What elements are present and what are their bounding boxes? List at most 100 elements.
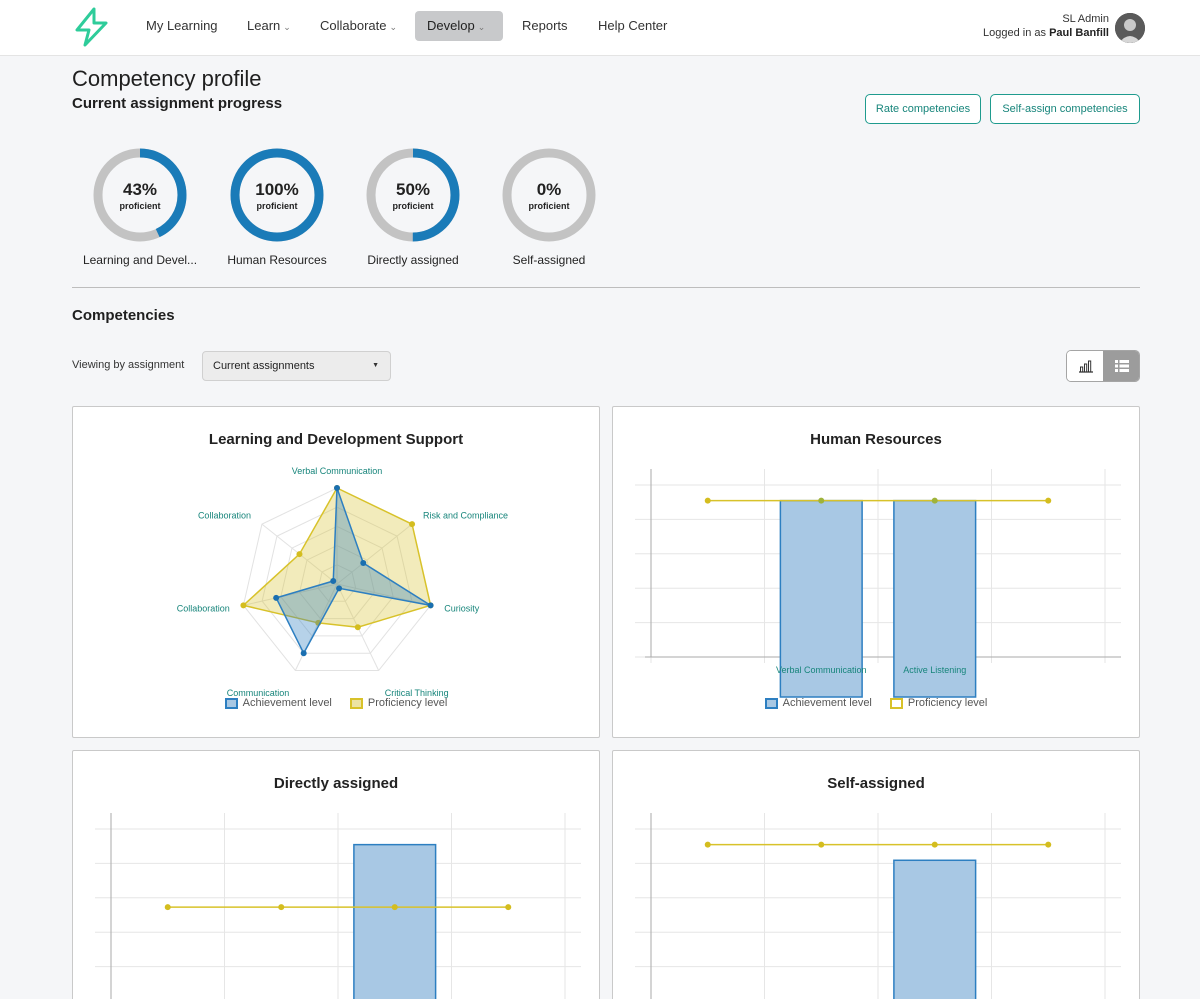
legend-achievement[interactable]: Achievement level xyxy=(224,697,332,709)
chevron-down-icon: ⌄ xyxy=(477,22,486,32)
radar-point-achievement xyxy=(336,585,343,592)
radar-point-achievement xyxy=(300,650,307,657)
nav-help-center-label: Help Center xyxy=(598,18,668,33)
radar-point-achievement xyxy=(360,560,367,567)
radar-point-achievement xyxy=(427,602,434,609)
proficiency-swatch xyxy=(349,697,363,709)
radar-axis-label: Collaboration xyxy=(198,510,251,520)
nav-learn[interactable]: Learn ⌄ xyxy=(235,11,303,41)
x-axis-tick-label: Verbal Communication xyxy=(776,665,867,675)
chart-title: Learning and Development Support xyxy=(208,431,464,448)
donut-label: Self-assigned xyxy=(512,253,586,267)
donut-ring xyxy=(93,148,187,242)
nav-reports[interactable]: Reports xyxy=(510,11,580,41)
donut-percent: 43% xyxy=(122,180,158,199)
chevron-down-icon: ⌄ xyxy=(389,22,398,32)
radar-grid-ring xyxy=(261,506,413,654)
radar-axis-label: Communication xyxy=(227,688,290,698)
radar-axis-label: Critical Thinking xyxy=(385,688,449,698)
rate-competencies-button[interactable]: Rate competencies xyxy=(865,94,981,124)
nav-learn-label: Learn xyxy=(247,18,281,33)
achievement-bar xyxy=(893,859,977,999)
chart-view-button[interactable] xyxy=(1067,351,1104,381)
legend-achievement[interactable]: Achievement level xyxy=(764,697,872,709)
proficiency-point xyxy=(1045,497,1052,504)
radar-grid-ring xyxy=(280,525,394,637)
x-axis-tick-label: Active Listening xyxy=(903,665,966,675)
chart-card-self-assigned: Self-assigned xyxy=(612,750,1140,999)
proficiency-point xyxy=(704,497,711,504)
bar-chart xyxy=(635,813,1121,999)
assignment-view-value: Current assignments xyxy=(213,360,315,372)
view-by-label: Viewing by assignment xyxy=(72,359,185,371)
page-subtitle: Current assignment progress xyxy=(72,95,283,112)
nav-help-center[interactable]: Help Center xyxy=(586,11,679,41)
chart-legend: Achievement level Proficiency level xyxy=(73,697,599,709)
radar-point-proficiency xyxy=(354,624,361,631)
top-navigation-bar: My Learning Learn ⌄ Collaborate ⌄ Develop ⌄… xyxy=(0,0,1200,56)
logged-in-text: Logged in as Paul Banfill xyxy=(983,27,1109,39)
radar-point-proficiency xyxy=(296,551,303,558)
donut-caption: proficient xyxy=(119,201,161,211)
progress-donut: 43% proficient xyxy=(92,147,188,243)
donut-caption: proficient xyxy=(256,201,298,211)
proficiency-point xyxy=(818,497,825,504)
proficiency-point xyxy=(931,497,938,504)
list-icon xyxy=(1114,360,1129,372)
achievement-bar xyxy=(353,843,437,999)
logo-icon[interactable] xyxy=(72,6,112,48)
donut-label: Directly assigned xyxy=(367,253,459,267)
avatar[interactable] xyxy=(1115,13,1145,43)
chart-card-directly-assigned: Directly assigned xyxy=(72,750,600,999)
chart-legend: Achievement level Proficiency level xyxy=(613,697,1139,709)
legend-proficiency-label: Proficiency level xyxy=(367,697,448,709)
user-role: SL Admin xyxy=(1062,13,1109,25)
donut-percent: 50% xyxy=(395,180,431,199)
chart-title: Self-assigned xyxy=(827,775,925,792)
proficiency-point xyxy=(704,841,711,848)
nav-my-learning[interactable]: My Learning xyxy=(134,11,230,41)
nav-develop[interactable]: Develop ⌄ xyxy=(415,11,503,41)
progress-donut: 100% proficient xyxy=(229,147,325,243)
donut-label: Learning and Devel... xyxy=(82,253,198,267)
section-divider xyxy=(72,287,1140,288)
nav-collaborate[interactable]: Collaborate ⌄ xyxy=(308,11,409,41)
list-view-button[interactable] xyxy=(1103,351,1139,381)
self-assign-competencies-button[interactable]: Self-assign competencies xyxy=(990,94,1140,124)
proficiency-swatch xyxy=(889,697,903,709)
radar-chart: Verbal Communication Risk and Compliance C… xyxy=(177,466,508,698)
progress-donut: 0% proficient xyxy=(501,147,597,243)
radar-spoke xyxy=(294,583,338,671)
donut-label: Human Resources xyxy=(227,253,327,267)
legend-proficiency[interactable]: Proficiency level xyxy=(889,697,987,709)
legend-proficiency[interactable]: Proficiency level xyxy=(349,697,448,709)
chart-card-human-resources: Human Resources Verbal Communication Acti… xyxy=(612,406,1140,738)
radar-area-proficiency xyxy=(241,487,432,629)
proficiency-point xyxy=(278,904,285,911)
donut-fill xyxy=(366,148,460,242)
bar-chart-icon xyxy=(1078,360,1093,373)
user-name: Paul Banfill xyxy=(1049,27,1109,39)
page-title: Competency profile xyxy=(72,66,262,91)
donut-caption: proficient xyxy=(528,201,570,211)
view-toggle xyxy=(1066,350,1140,382)
donut-fill xyxy=(230,148,324,242)
legend-achievement-label: Achievement level xyxy=(782,697,872,709)
nav-reports-label: Reports xyxy=(522,18,568,33)
chart-title: Directly assigned xyxy=(273,775,399,792)
radar-axis-label: Collaboration xyxy=(177,603,230,613)
logged-in-prefix: Logged in as xyxy=(983,27,1047,39)
radar-axis-label: Risk and Compliance xyxy=(423,510,508,520)
radar-point-achievement xyxy=(330,578,337,585)
nav-my-learning-label: My Learning xyxy=(146,18,218,33)
proficiency-point xyxy=(505,904,512,911)
bar-chart: Verbal Communication Active Listening xyxy=(635,469,1121,698)
assignment-view-select[interactable]: Current assignments ▼ xyxy=(202,351,391,381)
radar-point-proficiency xyxy=(240,602,247,609)
donut-ring xyxy=(366,148,460,242)
bar-chart xyxy=(95,813,581,999)
progress-donut: 50% proficient xyxy=(365,147,461,243)
donut-percent: 0% xyxy=(536,180,562,199)
donut-percent: 100% xyxy=(255,180,299,199)
radar-spoke xyxy=(336,523,413,585)
